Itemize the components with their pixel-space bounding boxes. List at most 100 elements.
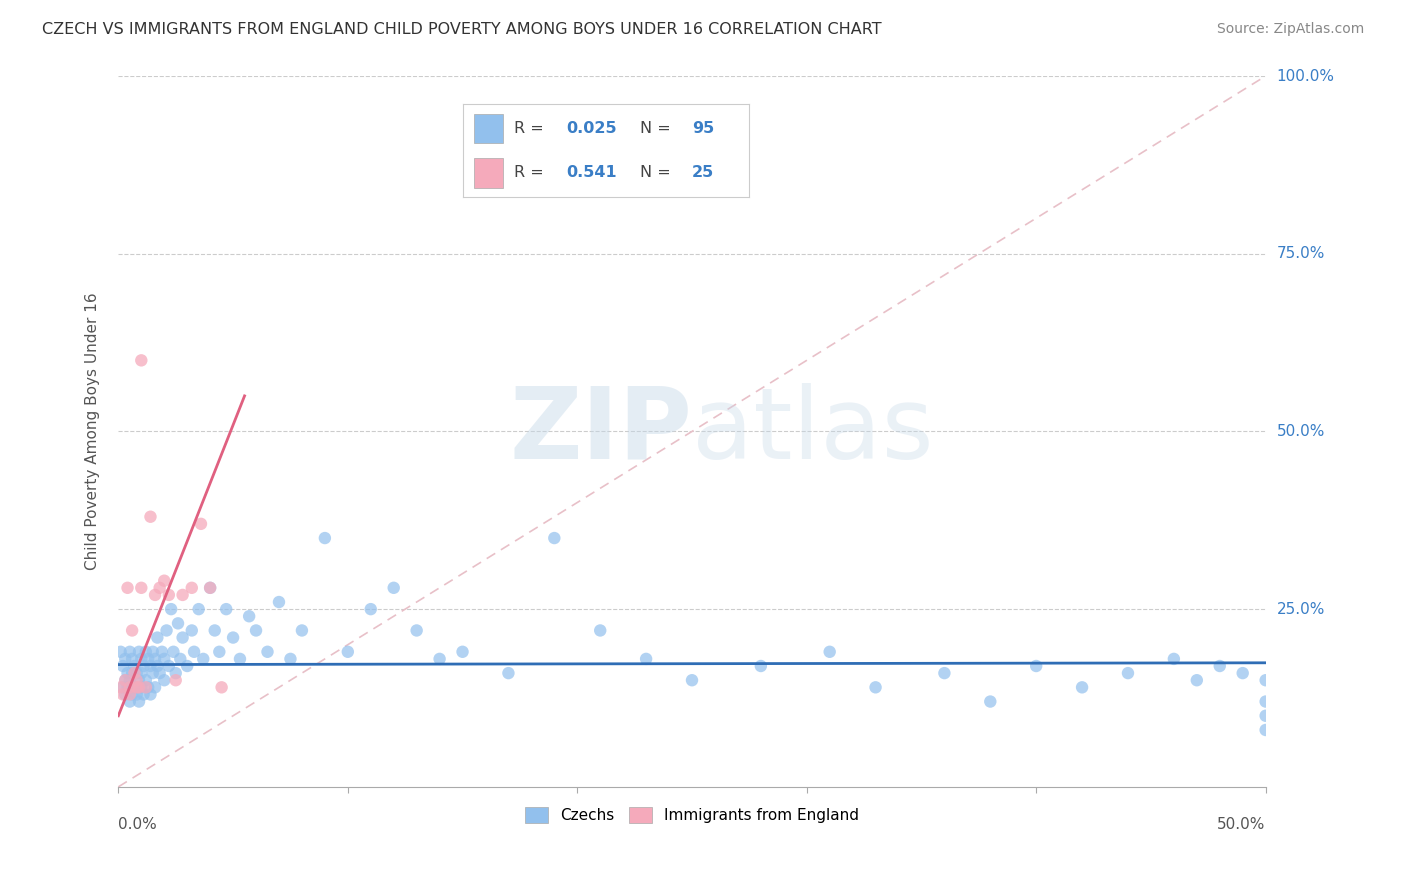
Point bbox=[543, 531, 565, 545]
Point bbox=[1232, 666, 1254, 681]
Point bbox=[111, 681, 134, 695]
Point bbox=[114, 688, 136, 702]
Point bbox=[818, 645, 841, 659]
Point bbox=[979, 694, 1001, 708]
Point bbox=[110, 645, 132, 659]
Point bbox=[183, 645, 205, 659]
Point bbox=[135, 673, 157, 688]
Point bbox=[132, 688, 155, 702]
Point bbox=[139, 688, 162, 702]
Point bbox=[176, 659, 198, 673]
Point bbox=[267, 595, 290, 609]
Text: atlas: atlas bbox=[692, 383, 934, 480]
Point bbox=[336, 645, 359, 659]
Point bbox=[165, 673, 187, 688]
Point bbox=[429, 652, 451, 666]
Point bbox=[143, 588, 166, 602]
Text: 100.0%: 100.0% bbox=[1277, 69, 1334, 84]
Point bbox=[114, 652, 136, 666]
Point bbox=[124, 681, 146, 695]
Point bbox=[291, 624, 314, 638]
Point bbox=[129, 652, 152, 666]
Point bbox=[111, 659, 134, 673]
Point bbox=[1116, 666, 1139, 681]
Y-axis label: Child Poverty Among Boys Under 16: Child Poverty Among Boys Under 16 bbox=[86, 293, 100, 570]
Point bbox=[314, 531, 336, 545]
Point bbox=[1163, 652, 1185, 666]
Point bbox=[215, 602, 238, 616]
Point bbox=[589, 624, 612, 638]
Point bbox=[934, 666, 956, 681]
Point bbox=[211, 681, 233, 695]
Point bbox=[117, 581, 139, 595]
Point bbox=[180, 581, 202, 595]
Point bbox=[114, 673, 136, 688]
Point bbox=[160, 602, 183, 616]
Point bbox=[245, 624, 267, 638]
Point bbox=[110, 681, 132, 695]
Point bbox=[139, 659, 162, 673]
Text: 25.0%: 25.0% bbox=[1277, 601, 1324, 616]
Point bbox=[153, 574, 176, 588]
Point bbox=[121, 666, 143, 681]
Point bbox=[142, 666, 165, 681]
Point bbox=[155, 624, 177, 638]
Point bbox=[128, 673, 150, 688]
Point bbox=[132, 659, 155, 673]
Point bbox=[198, 581, 221, 595]
Point bbox=[111, 688, 134, 702]
Point bbox=[382, 581, 405, 595]
Point bbox=[118, 694, 141, 708]
Point bbox=[1254, 708, 1277, 723]
Point bbox=[162, 645, 184, 659]
Point bbox=[117, 666, 139, 681]
Point bbox=[172, 631, 194, 645]
Point bbox=[143, 681, 166, 695]
Point bbox=[121, 624, 143, 638]
Point bbox=[149, 666, 172, 681]
Point bbox=[193, 652, 215, 666]
Point bbox=[129, 581, 152, 595]
Point bbox=[280, 652, 302, 666]
Point bbox=[157, 659, 180, 673]
Point bbox=[128, 645, 150, 659]
Point bbox=[149, 581, 172, 595]
Point bbox=[636, 652, 658, 666]
Point bbox=[125, 681, 148, 695]
Point bbox=[143, 652, 166, 666]
Point bbox=[180, 624, 202, 638]
Point bbox=[1071, 681, 1094, 695]
Point bbox=[118, 681, 141, 695]
Point bbox=[169, 652, 191, 666]
Point bbox=[118, 688, 141, 702]
Point bbox=[157, 588, 180, 602]
Point bbox=[187, 602, 209, 616]
Point bbox=[129, 681, 152, 695]
Point bbox=[165, 666, 187, 681]
Text: CZECH VS IMMIGRANTS FROM ENGLAND CHILD POVERTY AMONG BOYS UNDER 16 CORRELATION C: CZECH VS IMMIGRANTS FROM ENGLAND CHILD P… bbox=[42, 22, 882, 37]
Point bbox=[135, 645, 157, 659]
Point bbox=[125, 666, 148, 681]
Point bbox=[121, 652, 143, 666]
Point bbox=[405, 624, 427, 638]
Text: 50.0%: 50.0% bbox=[1218, 817, 1265, 832]
Point bbox=[360, 602, 382, 616]
Point bbox=[222, 631, 245, 645]
Point bbox=[498, 666, 520, 681]
Point bbox=[124, 659, 146, 673]
Point bbox=[128, 681, 150, 695]
Point bbox=[125, 688, 148, 702]
Point bbox=[129, 353, 152, 368]
Point bbox=[150, 645, 173, 659]
Point bbox=[229, 652, 252, 666]
Legend: Czechs, Immigrants from England: Czechs, Immigrants from England bbox=[519, 801, 866, 829]
Point bbox=[238, 609, 260, 624]
Point bbox=[167, 616, 190, 631]
Point bbox=[118, 645, 141, 659]
Point bbox=[118, 673, 141, 688]
Point bbox=[865, 681, 887, 695]
Point bbox=[124, 666, 146, 681]
Point bbox=[114, 673, 136, 688]
Point bbox=[681, 673, 703, 688]
Point bbox=[121, 688, 143, 702]
